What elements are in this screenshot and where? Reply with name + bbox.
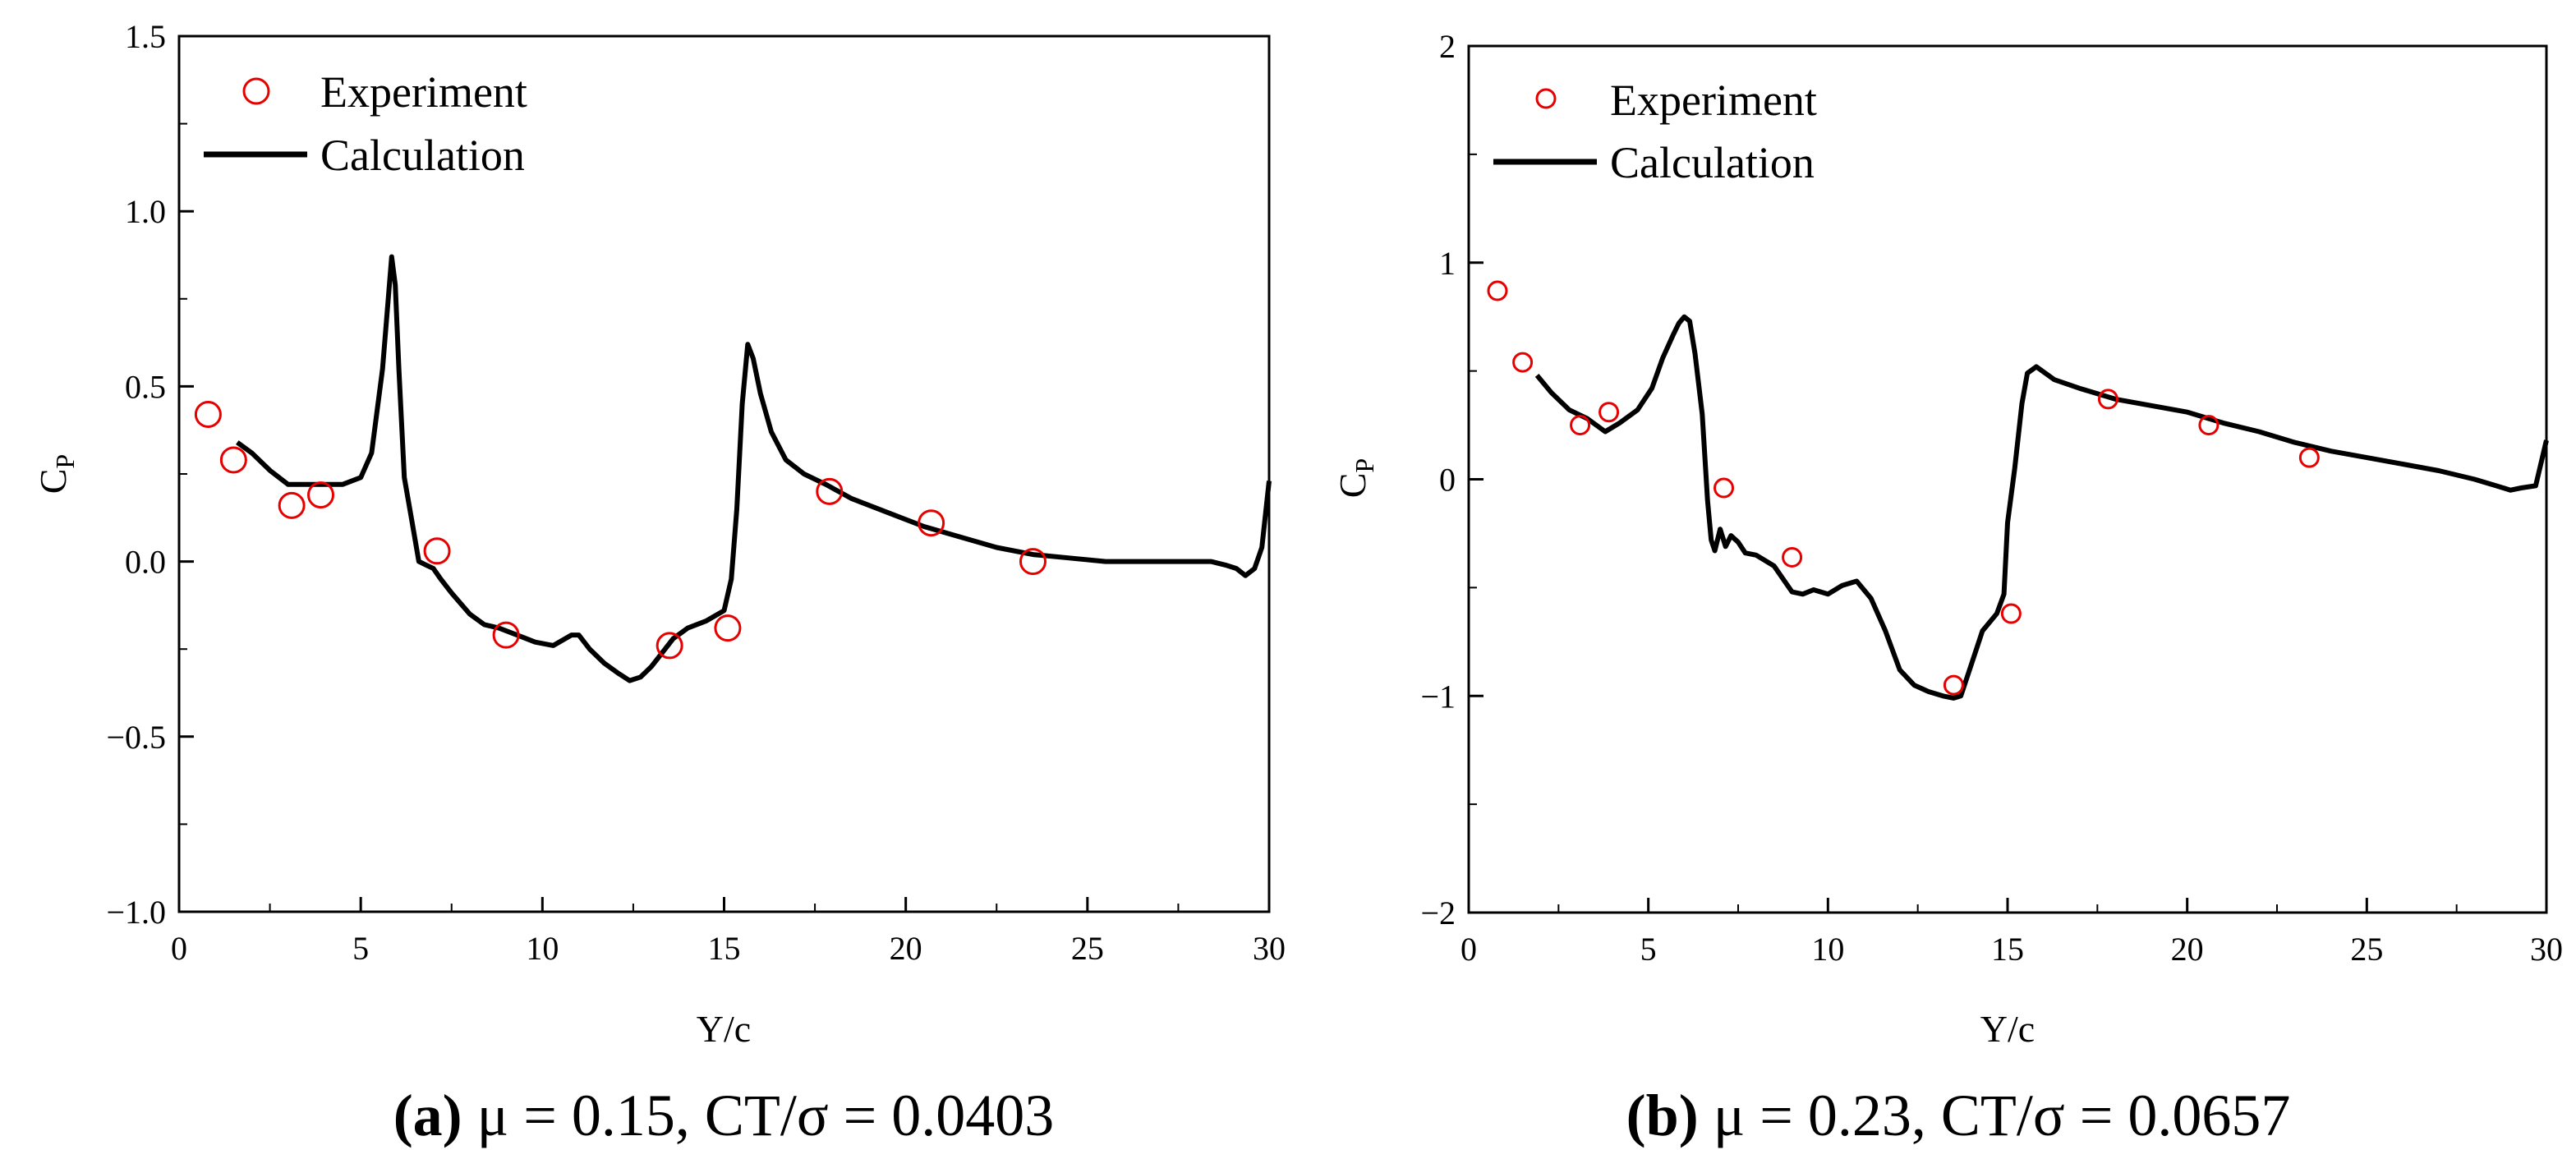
y-tick-label: 2 (1439, 28, 1456, 65)
x-tick-label: 25 (1071, 930, 1104, 967)
calculation-line (1534, 314, 2549, 701)
caption-b: (b) μ = 0.23, CT/σ = 0.0657 (1626, 1083, 2291, 1148)
experiment-series (1487, 280, 2320, 696)
caption-a-text: μ = 0.15, CT/σ = 0.0403 (477, 1083, 1055, 1148)
experiment-point (1019, 548, 1046, 576)
x-tick-labels: 0 5 10 15 20 25 30 (171, 930, 1286, 967)
panel-a: 0 5 10 15 20 25 30 −1.0 −0.5 0.0 0.5 1.0 1.5 Y/c CP… (32, 18, 1286, 1148)
x-tick-label: 25 (2350, 931, 2383, 968)
legend: Experiment Calculation (1493, 76, 1817, 187)
experiment-series (194, 401, 1046, 660)
experiment-point (278, 491, 306, 519)
y-tick-label: 0.0 (125, 544, 166, 581)
y-tick-label: 1.0 (125, 193, 166, 230)
y-tick-label: 0.5 (125, 368, 166, 405)
y-tick-label: 1.5 (125, 18, 166, 55)
experiment-point (918, 509, 945, 537)
panel-b: 0 5 10 15 20 25 30 −2 −1 0 1 2 Y/c CP Experiment C… (1332, 28, 2563, 1148)
y-axis-label: CP (32, 454, 80, 494)
experiment-point (2000, 603, 2022, 624)
x-axis-label: Y/c (1980, 1008, 2035, 1050)
experiment-point (1487, 280, 1508, 301)
experiment-point (1598, 402, 1620, 423)
x-tick-labels: 0 5 10 15 20 25 30 (1460, 931, 2563, 968)
x-tick-label: 15 (1991, 931, 2024, 968)
experiment-point (1570, 415, 1591, 436)
experiment-point (1512, 352, 1534, 373)
x-tick-label: 30 (1253, 930, 1286, 967)
experiment-point (307, 481, 335, 509)
experiment-point (2298, 447, 2320, 468)
y-tick-label: −0.5 (106, 719, 166, 756)
legend-experiment-marker (242, 77, 270, 105)
experiment-point (656, 632, 683, 660)
x-axis-ticks (177, 897, 1271, 912)
y-tick-labels: −2 −1 0 1 2 (1420, 28, 1456, 931)
x-tick-label: 20 (890, 930, 922, 967)
experiment-point (1943, 674, 1964, 696)
x-tick-label: 30 (2530, 931, 2563, 968)
x-tick-label: 20 (2171, 931, 2204, 968)
experiment-point (423, 537, 451, 565)
y-axis-label: CP (1332, 458, 1379, 498)
y-tick-label: 1 (1439, 245, 1456, 282)
legend-experiment-label: Experiment (320, 67, 527, 117)
legend-calculation-label: Calculation (1610, 138, 1815, 187)
x-tick-label: 5 (1640, 931, 1657, 968)
experiment-point (492, 621, 520, 649)
legend-experiment-marker (1535, 88, 1557, 109)
calculation-line (236, 254, 1272, 683)
experiment-point (1714, 477, 1735, 499)
y-axis-ticks (1469, 44, 1484, 914)
y-axis-ticks (179, 34, 194, 913)
x-tick-label: 5 (352, 930, 369, 967)
experiment-point (194, 401, 222, 429)
experiment-point (219, 446, 247, 474)
caption-a: (a) μ = 0.15, CT/σ = 0.0403 (393, 1083, 1055, 1148)
calculation-series (236, 254, 1272, 683)
experiment-point (714, 614, 742, 642)
x-tick-label: 0 (171, 930, 187, 967)
experiment-point (1782, 546, 1803, 568)
x-tick-label: 10 (526, 930, 559, 967)
y-tick-label: −1.0 (106, 894, 166, 931)
x-tick-label: 10 (1811, 931, 1844, 968)
x-axis-ticks (1467, 898, 2548, 913)
x-axis-label: Y/c (697, 1008, 751, 1050)
x-tick-label: 0 (1460, 931, 1477, 968)
experiment-point (2097, 389, 2118, 410)
legend-experiment-label: Experiment (1610, 76, 1817, 125)
y-tick-label: 0 (1439, 462, 1456, 499)
experiment-point (2198, 415, 2220, 436)
x-tick-label: 15 (708, 930, 741, 967)
legend-calculation-label: Calculation (320, 131, 525, 180)
y-tick-label: −1 (1420, 678, 1456, 715)
caption-b-text: μ = 0.23, CT/σ = 0.0657 (1714, 1083, 2291, 1148)
calculation-series (1534, 314, 2549, 701)
y-tick-label: −2 (1420, 895, 1456, 931)
legend: Experiment Calculation (204, 67, 527, 180)
experiment-point (816, 477, 844, 505)
y-tick-labels: −1.0 −0.5 0.0 0.5 1.0 1.5 (106, 18, 166, 931)
